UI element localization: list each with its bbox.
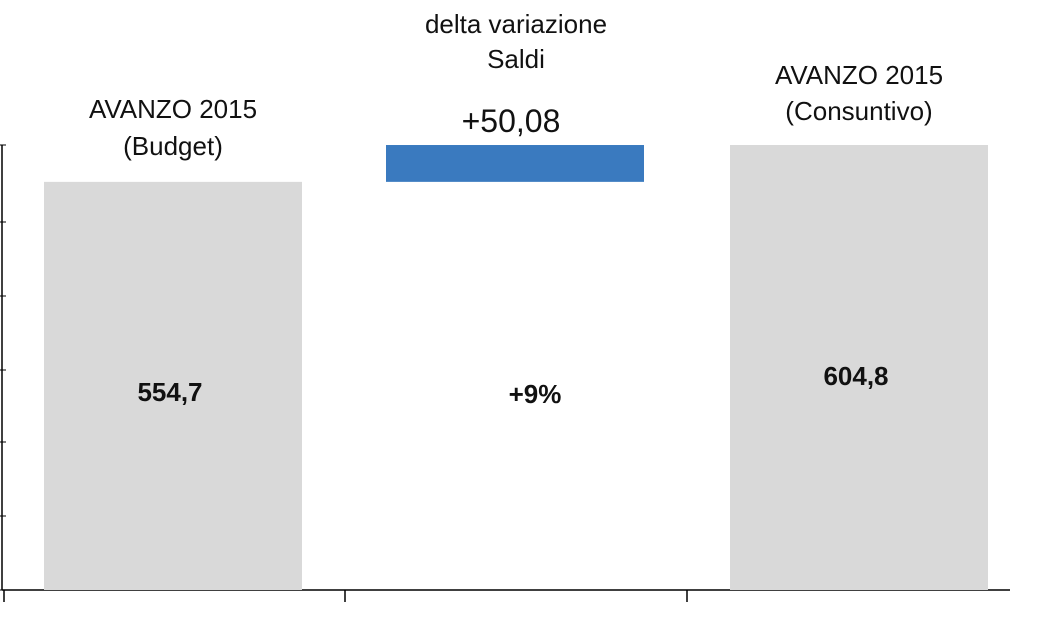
category-label-consuntivo-line1: AVANZO 2015 <box>775 60 943 90</box>
category-label-consuntivo-line2: (Consuntivo) <box>785 96 932 126</box>
category-label-budget-line2: (Budget) <box>123 131 223 161</box>
bar-consuntivo <box>730 145 988 590</box>
bar-budget <box>44 181 302 590</box>
category-label-delta-line2: Saldi <box>487 44 545 74</box>
percent-change-label: +9% <box>509 379 562 409</box>
category-label-delta-line1: delta variazione <box>425 9 607 39</box>
data-label-consuntivo: 604,8 <box>823 361 888 391</box>
bar-delta <box>386 145 644 182</box>
data-label-budget: 554,7 <box>137 377 202 407</box>
category-label-budget-line1: AVANZO 2015 <box>89 94 257 124</box>
data-label-delta: +50,08 <box>462 103 561 139</box>
